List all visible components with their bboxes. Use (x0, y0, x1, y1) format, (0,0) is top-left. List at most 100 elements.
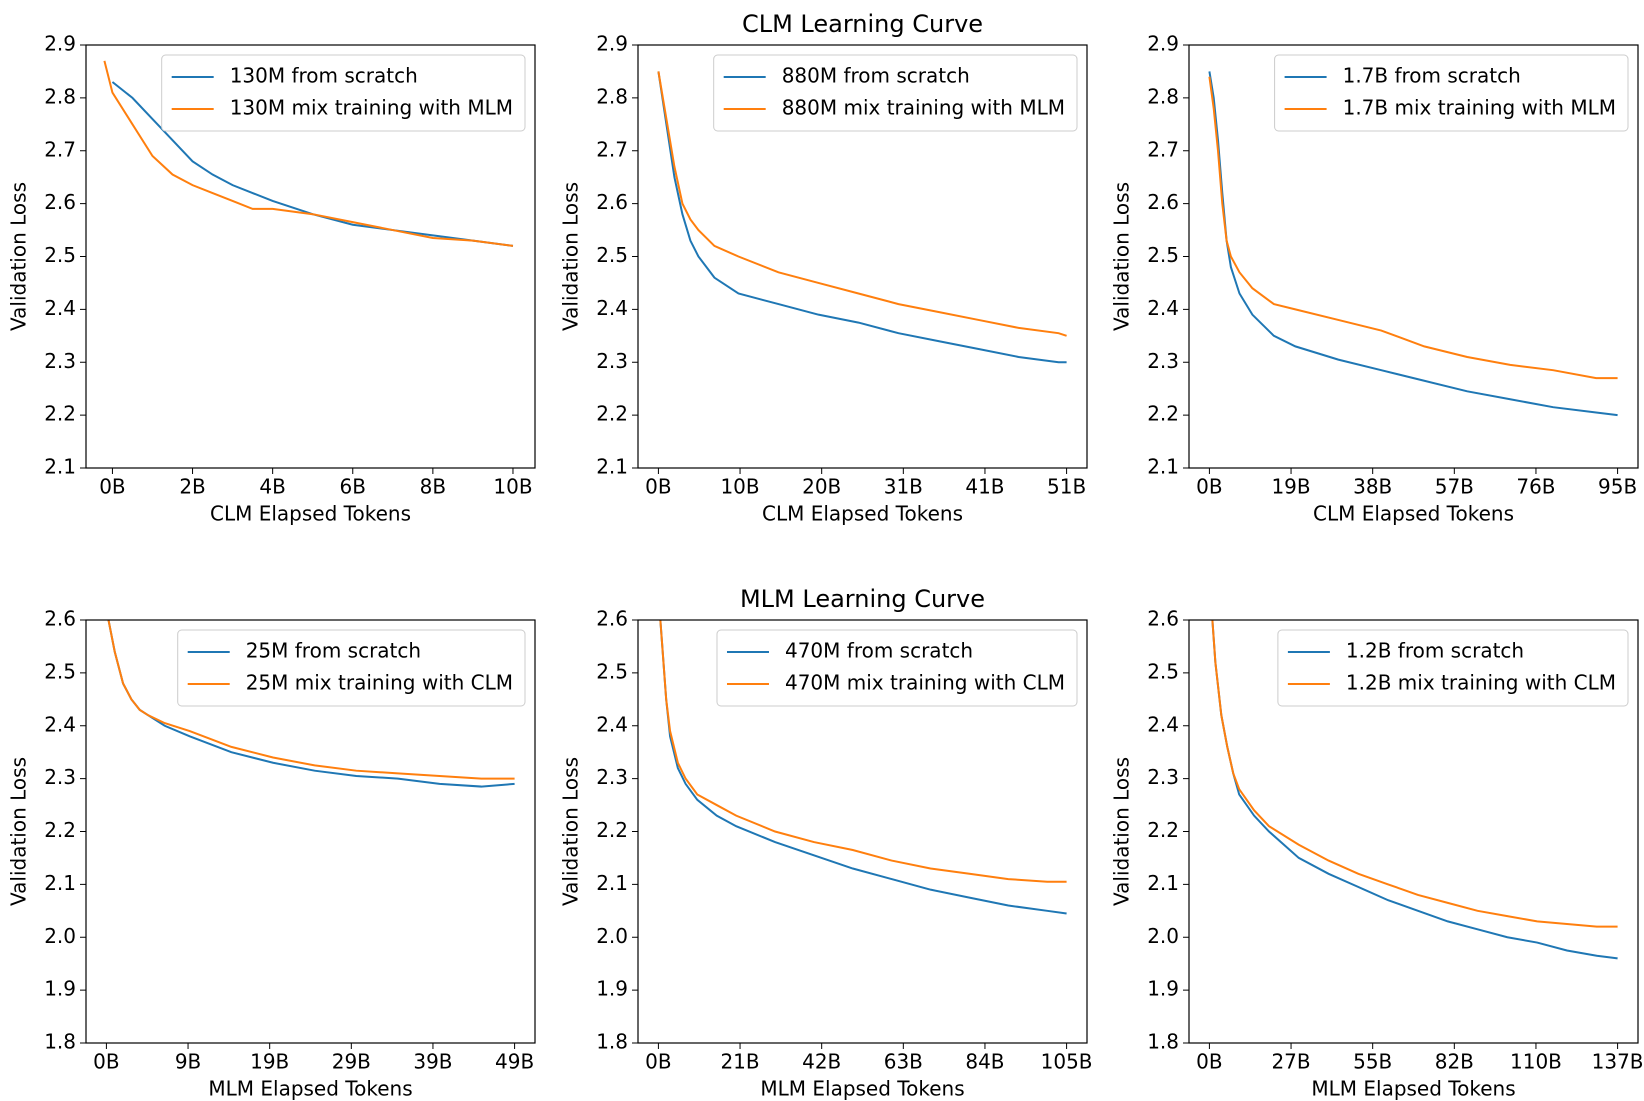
y-tick-label: 2.9 (596, 32, 628, 56)
y-tick-label: 2.3 (44, 765, 76, 789)
y-tick-label: 2.6 (44, 607, 76, 631)
x-tick-label: 0B (93, 1050, 119, 1074)
series-line (107, 620, 515, 780)
x-tick-label: 10B (493, 475, 532, 499)
y-tick-label: 2.7 (44, 137, 76, 161)
x-tick-label: 95B (1598, 475, 1637, 499)
legend: 880M from scratch 880M mix training with … (713, 54, 1078, 132)
y-tick-label: 2.0 (44, 924, 76, 948)
y-tick-label: 2.5 (596, 659, 628, 683)
y-tick-label: 2.6 (596, 190, 628, 214)
subplot: 2.1 2.2 2.3 2.4 2.5 2.6 2.7 2.8 2.9 0B 2B 4B 6B 8B 10B… (7, 32, 536, 526)
y-tick-label: 2.7 (596, 137, 628, 161)
legend-label: 25M from scratch (246, 639, 421, 663)
x-tick-label: 38B (1353, 475, 1392, 499)
x-tick-label: 51B (1047, 475, 1086, 499)
legend-box (161, 54, 526, 132)
x-tick-label: 137B (1592, 1050, 1644, 1074)
x-tick-label: 82B (1435, 1050, 1474, 1074)
y-tick-label: 2.1 (596, 871, 628, 895)
x-axis-label: CLM Elapsed Tokens (762, 502, 963, 526)
x-tick-label: 63B (884, 1050, 923, 1074)
x-tick-label: 39B (413, 1050, 452, 1074)
series-line (103, 60, 514, 247)
y-tick-label: 2.5 (1147, 659, 1179, 683)
y-axis-label: Validation Loss (559, 182, 583, 331)
y-tick-label: 2.2 (1147, 402, 1179, 426)
x-tick-label: 49B (495, 1050, 534, 1074)
y-tick-label: 1.9 (596, 977, 628, 1001)
x-tick-label: 41B (965, 475, 1004, 499)
y-tick-label: 2.2 (596, 818, 628, 842)
y-tick-label: 2.3 (596, 765, 628, 789)
y-tick-label: 2.8 (44, 84, 76, 108)
legend: 1.2B from scratch 1.2B mix training with … (1277, 629, 1629, 707)
x-tick-label: 0B (99, 475, 125, 499)
y-tick-label: 2.4 (596, 712, 628, 736)
x-tick-label: 110B (1510, 1050, 1562, 1074)
y-tick-label: 2.8 (596, 84, 628, 108)
x-tick-label: 9B (175, 1050, 201, 1074)
legend-label: 470M from scratch (785, 639, 973, 663)
legend-label: 1.7B from scratch (1343, 64, 1521, 88)
x-tick-label: 0B (645, 475, 671, 499)
y-axis-label: Validation Loss (559, 757, 583, 906)
legend-box (177, 629, 526, 707)
y-tick-label: 1.8 (44, 1030, 76, 1054)
y-tick-label: 2.3 (44, 349, 76, 373)
legend: 1.7B from scratch 1.7B mix training with … (1274, 54, 1629, 132)
x-axis-label: MLM Elapsed Tokens (208, 1077, 412, 1101)
y-tick-label: 2.3 (1147, 349, 1179, 373)
x-axis-label: CLM Elapsed Tokens (210, 502, 411, 526)
x-tick-label: 27B (1271, 1050, 1310, 1074)
x-tick-label: 84B (965, 1050, 1004, 1074)
x-tick-label: 4B (259, 475, 285, 499)
y-tick-label: 2.1 (1147, 455, 1179, 479)
y-tick-label: 2.7 (1147, 137, 1179, 161)
legend-label: 880M mix training with MLM (782, 96, 1065, 120)
legend-box (1277, 629, 1629, 707)
legend-box (1274, 54, 1629, 132)
x-tick-label: 31B (884, 475, 923, 499)
y-tick-label: 2.2 (44, 818, 76, 842)
legend-label: 130M from scratch (230, 64, 418, 88)
y-tick-label: 2.5 (44, 659, 76, 683)
y-tick-label: 2.2 (44, 402, 76, 426)
x-tick-label: 42B (802, 1050, 841, 1074)
legend-box (713, 54, 1078, 132)
y-tick-label: 2.1 (1147, 871, 1179, 895)
legend: 470M from scratch 470M mix training with … (716, 629, 1078, 707)
subplot: CLM Learning Curve 2.1 2.2 2.3 2.4 2.5 2.6 2.7 2… (559, 10, 1088, 526)
x-tick-label: 0B (1196, 475, 1222, 499)
y-tick-label: 2.0 (596, 924, 628, 948)
legend-box (716, 629, 1078, 707)
y-tick-label: 1.9 (1147, 977, 1179, 1001)
legend-label: 880M from scratch (782, 64, 970, 88)
x-tick-label: 57B (1435, 475, 1474, 499)
series-line (659, 620, 1067, 883)
x-tick-label: 0B (1196, 1050, 1222, 1074)
x-axis-label: MLM Elapsed Tokens (760, 1077, 964, 1101)
y-tick-label: 2.3 (1147, 765, 1179, 789)
subplot: MLM Learning Curve 1.8 1.9 2.0 2.1 2.2 2.3 2.4 2… (559, 585, 1093, 1101)
y-tick-label: 2.5 (44, 243, 76, 267)
series-line (657, 71, 1067, 364)
subplot: 1.8 1.9 2.0 2.1 2.2 2.3 2.4 2.5 2.6 0B 27B 55B 82B 11… (1110, 607, 1644, 1101)
y-tick-label: 2.1 (44, 455, 76, 479)
y-tick-label: 2.8 (1147, 84, 1179, 108)
x-tick-label: 21B (720, 1050, 759, 1074)
x-tick-label: 19B (1271, 475, 1310, 499)
y-tick-label: 2.2 (596, 402, 628, 426)
x-tick-label: 0B (645, 1050, 671, 1074)
y-axis-label: Validation Loss (7, 182, 31, 331)
series-line (1208, 76, 1618, 380)
legend: 25M from scratch 25M mix training with CL… (177, 629, 526, 707)
y-axis-label: Validation Loss (7, 757, 31, 906)
y-tick-label: 2.4 (596, 296, 628, 320)
legend-label: 1.2B mix training with CLM (1346, 671, 1616, 695)
x-tick-label: 20B (802, 475, 841, 499)
y-tick-label: 2.9 (44, 32, 76, 56)
y-tick-label: 2.5 (1147, 243, 1179, 267)
y-tick-label: 2.5 (596, 243, 628, 267)
